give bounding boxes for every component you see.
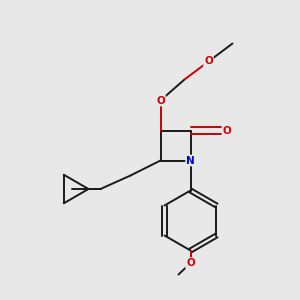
Text: N: N xyxy=(186,155,195,166)
Text: O: O xyxy=(223,125,232,136)
Text: O: O xyxy=(186,258,195,268)
Text: O: O xyxy=(156,95,165,106)
Text: O: O xyxy=(204,56,213,67)
